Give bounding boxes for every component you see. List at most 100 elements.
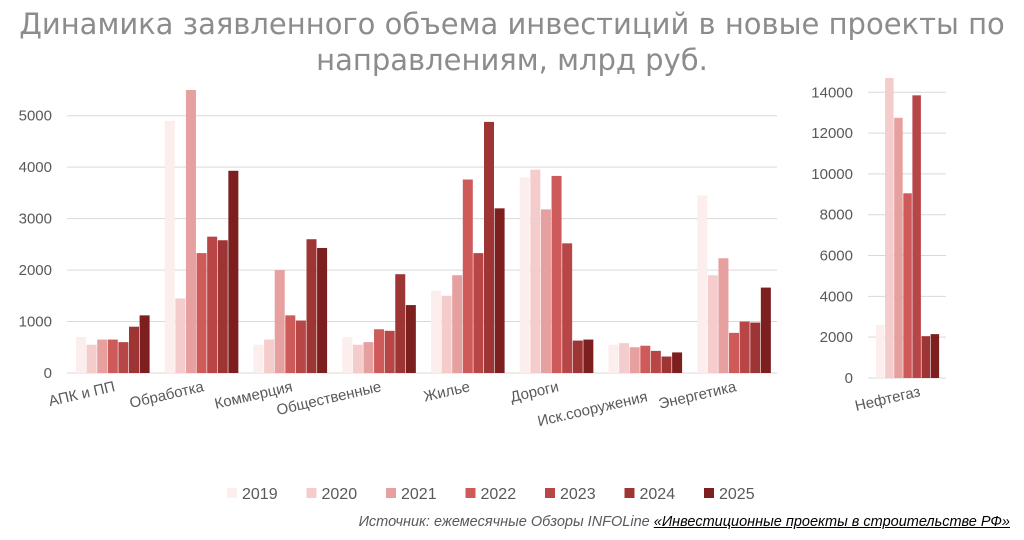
bar-Коммерция-2021 <box>274 270 285 373</box>
bar-Жилье-2019 <box>431 290 441 373</box>
bar-Иск.сооружения-2020 <box>619 343 630 373</box>
bar-АПК и ПП-2023 <box>118 342 129 373</box>
y-tick-label: 3000 <box>19 211 52 228</box>
bar-Энергетика-2024 <box>750 322 761 373</box>
x-category-label: АПК и ПП <box>47 378 117 410</box>
bar-Энергетика-2023 <box>739 321 750 373</box>
bar-Нефтегаз-2025 <box>930 334 940 378</box>
main-chart-y-axis: 0 1000 2000 3000 4000 5000 <box>19 108 52 382</box>
legend-swatch-2019 <box>227 488 237 498</box>
bar-Общественные-2025 <box>405 305 416 373</box>
main-chart-bars <box>76 90 771 373</box>
x-category-label: Жилье <box>422 378 472 405</box>
legend-label: 2022 <box>481 486 517 503</box>
bar-Общественные-2023 <box>384 330 395 373</box>
bar-Обработка-2022 <box>196 253 207 373</box>
bar-Иск.сооружения-2025 <box>672 352 683 373</box>
y-tick-label: 12000 <box>811 125 853 142</box>
bar-Энергетика-2025 <box>760 287 771 373</box>
bar-Иск.сооружения-2024 <box>661 356 672 373</box>
bar-Жилье-2023 <box>473 253 484 373</box>
bar-Иск.сооружения-2023 <box>650 350 661 373</box>
bar-АПК и ПП-2020 <box>86 344 97 373</box>
bar-Жилье-2024 <box>484 121 494 373</box>
y-tick-label: 14000 <box>811 84 853 101</box>
x-category-label: Нефтегаз <box>853 383 922 415</box>
y-tick-label: 4000 <box>820 288 853 305</box>
legend-swatch-2023 <box>545 488 555 498</box>
bar-Дороги-2022 <box>551 175 562 373</box>
legend-label: 2023 <box>560 486 596 503</box>
bar-АПК и ПП-2024 <box>129 326 139 373</box>
bar-Общественные-2024 <box>395 274 406 373</box>
y-tick-label: 6000 <box>820 248 853 265</box>
bar-Нефтегаз-2019 <box>876 324 885 378</box>
bar-Коммерция-2025 <box>317 247 328 373</box>
bar-Обработка-2019 <box>164 120 175 373</box>
y-tick-label: 0 <box>845 370 853 387</box>
y-tick-label: 8000 <box>820 207 853 224</box>
bar-Коммерция-2024 <box>306 239 317 373</box>
bar-Общественные-2021 <box>363 342 374 373</box>
legend-swatch-2025 <box>704 488 714 498</box>
legend-swatch-2021 <box>386 488 396 498</box>
bar-Энергетика-2019 <box>697 195 708 373</box>
bar-Обработка-2021 <box>185 90 196 373</box>
y-tick-label: 0 <box>44 365 52 382</box>
bar-Нефтегаз-2022 <box>903 193 912 378</box>
bar-Коммерция-2019 <box>253 344 264 373</box>
bar-Нефтегаз-2021 <box>894 117 903 378</box>
legend-label: 2025 <box>719 486 755 503</box>
y-tick-label: 2000 <box>820 329 853 346</box>
bar-Нефтегаз-2023 <box>912 95 921 379</box>
bar-Обработка-2025 <box>228 170 239 373</box>
bar-Жилье-2020 <box>441 295 452 373</box>
legend-label: 2020 <box>322 486 358 503</box>
bar-Иск.сооружения-2022 <box>640 345 651 373</box>
bar-Нефтегаз-2024 <box>921 336 930 378</box>
y-tick-label: 5000 <box>19 108 52 125</box>
x-category-label: Дороги <box>509 378 561 406</box>
chart-title-line-1: Динамика заявленного объема инвестиций в… <box>19 7 1005 41</box>
bar-АПК и ПП-2021 <box>97 339 108 373</box>
bar-Нефтегаз-2020 <box>885 78 894 378</box>
bar-Иск.сооружения-2019 <box>608 344 619 373</box>
bar-Коммерция-2020 <box>264 339 275 373</box>
x-category-label: Обработка <box>128 378 206 412</box>
chart-title: Динамика заявленного объема инвестиций в… <box>0 6 1024 78</box>
bar-Общественные-2022 <box>374 329 385 373</box>
side-chart-x-axis: Нефтегаз <box>853 383 922 415</box>
y-tick-label: 4000 <box>19 159 52 176</box>
bar-Коммерция-2022 <box>285 315 296 373</box>
bar-Дороги-2023 <box>562 243 573 373</box>
bar-Жилье-2021 <box>452 275 463 373</box>
bar-Коммерция-2023 <box>295 320 306 373</box>
source-prefix: Источник: ежемесячные Обзоры INFOLine <box>358 514 654 530</box>
bar-Дороги-2025 <box>583 339 594 373</box>
y-tick-label: 10000 <box>811 166 853 183</box>
bar-Обработка-2024 <box>217 240 228 373</box>
bar-Дороги-2019 <box>519 177 530 373</box>
side-chart-y-axis: 0 2000 4000 6000 8000 10000 12000 14000 <box>811 84 853 387</box>
chart-legend: 2019 2020 2021 2022 2023 2024 2025 <box>227 486 755 503</box>
y-tick-label: 1000 <box>19 314 52 331</box>
bar-Дороги-2020 <box>530 169 541 373</box>
bar-Обработка-2020 <box>175 298 186 373</box>
y-tick-label: 2000 <box>19 262 52 279</box>
bar-Энергетика-2022 <box>729 332 740 373</box>
bar-Обработка-2023 <box>207 236 218 373</box>
legend-swatch-2024 <box>624 488 635 498</box>
source-link[interactable]: «Инвестиционные проекты в строительстве … <box>653 514 1010 530</box>
legend-swatch-2022 <box>465 488 476 498</box>
source-note: Источник: ежемесячные Обзоры INFOLine «И… <box>359 514 1010 530</box>
legend-label: 2019 <box>242 486 278 503</box>
bar-Иск.сооружения-2021 <box>629 347 640 373</box>
legend-label: 2024 <box>640 486 676 503</box>
side-chart-bars <box>876 78 940 379</box>
chart-title-line-2: направлениям, млрд руб. <box>316 43 708 77</box>
bar-Общественные-2020 <box>352 344 363 373</box>
bar-Энергетика-2021 <box>718 258 729 373</box>
bar-Общественные-2019 <box>342 336 353 373</box>
